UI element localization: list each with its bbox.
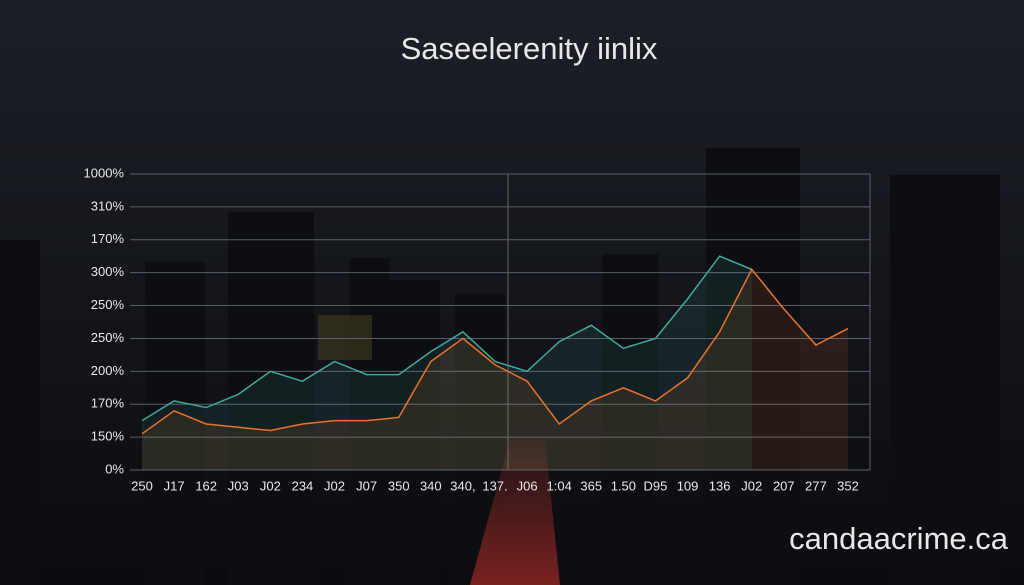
series-line — [141, 268, 849, 435]
x-tick-label: 352 — [837, 478, 859, 493]
road-lights — [470, 440, 560, 585]
x-tick-label: 1:04 — [547, 478, 572, 493]
y-tick-label: 300% — [91, 264, 125, 279]
x-tick-label: J07 — [356, 478, 377, 493]
x-tick-label: 350 — [388, 478, 410, 493]
x-tick-label: 277 — [805, 478, 827, 493]
series-area — [142, 269, 848, 470]
x-tick-label: J03 — [228, 478, 249, 493]
x-tick-label: 109 — [677, 478, 699, 493]
y-tick-label: 0% — [105, 461, 124, 476]
series-area — [142, 256, 752, 470]
x-tick-label: 162 — [195, 478, 217, 493]
x-tick-label: D95 — [644, 478, 668, 493]
x-tick-label: 136 — [709, 478, 731, 493]
x-tick-label: J06 — [517, 478, 538, 493]
y-tick-label: 250% — [91, 297, 125, 312]
series-line — [141, 255, 753, 422]
skyline — [0, 148, 1000, 585]
x-tick-label: J02 — [324, 478, 345, 493]
chart-title: Saseelerenity iinlix — [401, 31, 658, 66]
x-tick-label: J02 — [741, 478, 762, 493]
plot: 0% 150% 170% 200% 250% 250% 300% 170% 310% 1000% 2… — [84, 165, 871, 493]
x-tick-label: J17 — [164, 478, 185, 493]
y-tick-label: 150% — [91, 429, 125, 444]
x-tick-label: 250 — [131, 478, 153, 493]
x-tick-label: 207 — [773, 478, 795, 493]
y-tick-label: 310% — [91, 198, 125, 213]
y-tick-label: 250% — [91, 330, 125, 345]
x-tick-label: 137. — [482, 478, 507, 493]
y-tick-label: 1000% — [84, 165, 125, 180]
lit-building — [318, 315, 372, 360]
x-tick-label: 234 — [292, 478, 314, 493]
y-tick-label: 200% — [91, 363, 125, 378]
y-tick-label: 170% — [91, 396, 125, 411]
watermark: candaacrime.ca — [789, 521, 1009, 556]
x-tick-label: 340 — [420, 478, 442, 493]
x-tick-label: 340, — [450, 478, 475, 493]
x-tick-label: 365 — [580, 478, 602, 493]
x-tick-label: J02 — [260, 478, 281, 493]
x-tick-label: 1.50 — [611, 478, 636, 493]
y-tick-label: 170% — [91, 231, 125, 246]
